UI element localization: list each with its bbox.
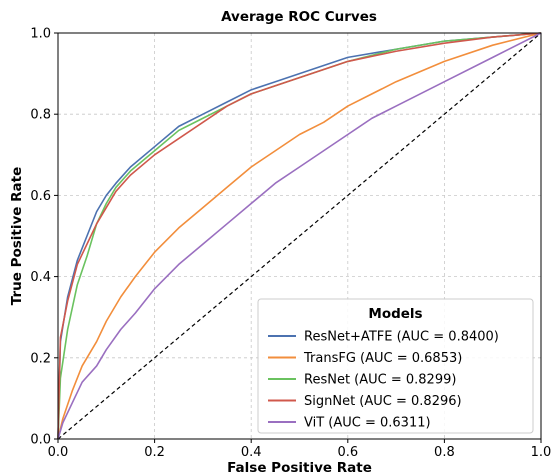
- legend-box: [257, 298, 534, 434]
- legend-label-3: ResNet (AUC = 0.8299): [304, 373, 456, 388]
- y-tick-label: 0.6: [30, 189, 51, 204]
- series-line-3: [57, 32, 542, 440]
- y-axis-ticks: 0.0 0.2 0.4 0.6 0.8 1.0: [30, 27, 58, 448]
- reference-diagonal-line: [57, 32, 542, 440]
- x-tick-label: 0.4: [241, 445, 262, 460]
- y-axis-label: True Positive Rate: [9, 167, 25, 306]
- series-line-5: [57, 32, 542, 440]
- series-line-1: [57, 32, 542, 440]
- plot-frame: [57, 32, 542, 440]
- x-axis-ticks: 0.0 0.2 0.4 0.6 0.8 1.0: [48, 439, 552, 460]
- legend-title: Models: [368, 306, 422, 322]
- x-tick-label: 0.8: [434, 445, 455, 460]
- x-tick-label: 0.0: [48, 445, 69, 460]
- x-tick-label: 0.2: [144, 445, 165, 460]
- reference-line-group: [57, 32, 542, 440]
- y-tick-label: 0.4: [30, 270, 51, 285]
- series-line-4: [57, 32, 542, 440]
- chart-title: Average ROC Curves: [221, 9, 377, 25]
- y-tick-label: 0.0: [30, 433, 51, 448]
- legend-label-5: ViT (AUC = 0.6311): [304, 416, 431, 431]
- legend-label-4: SignNet (AUC = 0.8296): [304, 394, 462, 409]
- x-tick-label: 1.0: [531, 445, 552, 460]
- legend-label-2: TransFG (AUC = 0.6853): [303, 351, 462, 366]
- series-line-2: [57, 32, 542, 440]
- x-axis-label: False Positive Rate: [227, 460, 372, 474]
- y-tick-label: 0.8: [30, 108, 51, 123]
- x-tick-label: 0.6: [337, 445, 358, 460]
- legend: Models ResNet+ATFE (AUC = 0.8400) TransFG…: [257, 298, 534, 434]
- y-tick-label: 0.2: [30, 351, 51, 366]
- legend-items: ResNet+ATFE (AUC = 0.8400) TransFG (AUC =…: [268, 330, 499, 431]
- legend-label-1: ResNet+ATFE (AUC = 0.8400): [304, 330, 499, 345]
- y-tick-label: 1.0: [30, 27, 51, 42]
- series-group: [57, 32, 542, 440]
